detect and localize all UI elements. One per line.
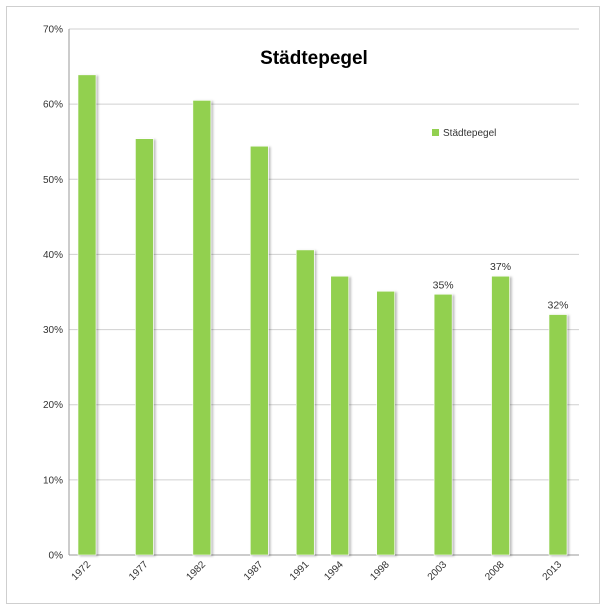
bar-2008 xyxy=(491,275,510,556)
x-tick-label: 1994 xyxy=(322,559,346,583)
bar-1987 xyxy=(250,145,269,556)
bar-1972 xyxy=(77,74,97,556)
chart-frame: 0% 10% 20% 30% 40% 50% 60% 70% 1972 1977 1982 1987 1… xyxy=(6,6,600,604)
legend-label: Städtepegel xyxy=(443,128,496,139)
x-tick-label: 2003 xyxy=(426,559,450,583)
bar-1994 xyxy=(330,275,350,556)
bar-2003 xyxy=(433,293,453,556)
x-tick-label: 1991 xyxy=(288,559,312,583)
bar-1991 xyxy=(295,249,315,556)
data-label: 37% xyxy=(490,261,511,273)
bar-2013 xyxy=(548,314,568,556)
data-label: 35% xyxy=(433,279,454,291)
data-label: 32% xyxy=(547,300,568,312)
y-tick-label: 10% xyxy=(43,475,63,486)
bars xyxy=(77,74,568,556)
y-tick-label: 60% xyxy=(43,100,63,111)
x-tick-label: 1998 xyxy=(368,559,392,583)
y-tick-label: 70% xyxy=(43,25,63,36)
bar-1977 xyxy=(135,138,154,556)
legend-swatch xyxy=(432,129,439,136)
x-tick-label: 1977 xyxy=(127,559,151,583)
y-tick-label: 0% xyxy=(49,551,64,562)
gridlines xyxy=(69,28,579,481)
chart-title: Städtepegel xyxy=(260,48,368,69)
x-tick-label: 1982 xyxy=(184,559,208,583)
y-tick-label: 40% xyxy=(43,250,63,261)
y-tick-label: 20% xyxy=(43,400,63,411)
x-tick-label: 1987 xyxy=(242,559,266,583)
legend: Städtepegel xyxy=(432,128,496,139)
y-tick-label: 30% xyxy=(43,325,63,336)
bar-1982 xyxy=(192,100,212,556)
bar-chart: 0% 10% 20% 30% 40% 50% 60% 70% 1972 1977 1982 1987 1… xyxy=(43,25,579,583)
data-labels: 35% 37% 32% xyxy=(433,261,569,311)
bar-1998 xyxy=(376,290,395,556)
y-tick-label: 50% xyxy=(43,175,63,186)
x-tick-label: 2008 xyxy=(483,559,507,583)
x-tick-label: 1972 xyxy=(70,559,94,583)
x-tick-label: 2013 xyxy=(541,559,565,583)
